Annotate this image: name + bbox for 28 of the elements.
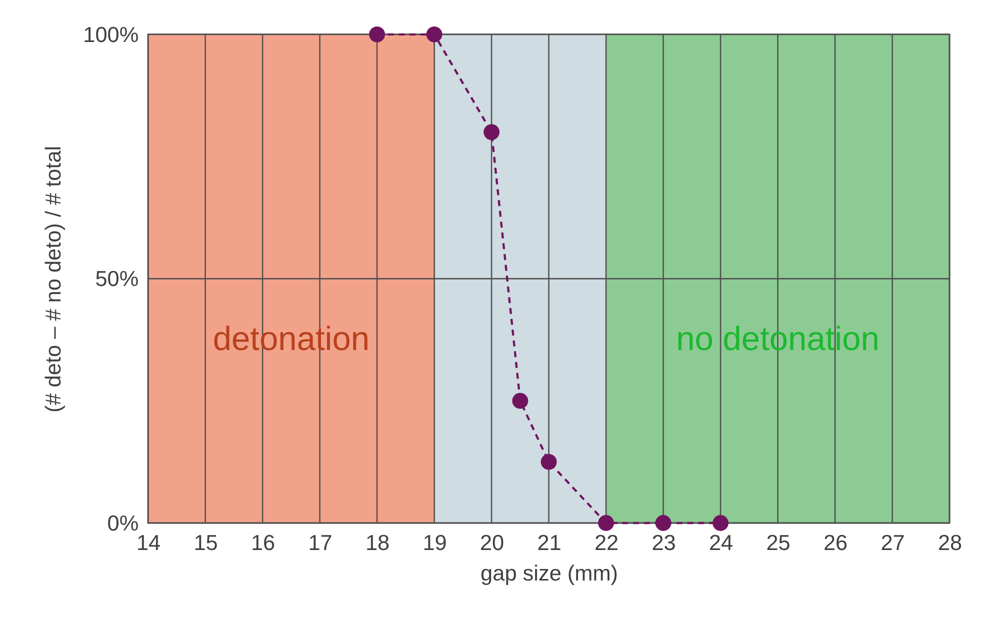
y-tick-label: 50%: [95, 266, 139, 292]
point: [369, 26, 386, 42]
point: [512, 392, 528, 409]
x-tick-label: 27: [880, 530, 905, 556]
x-tick-label: 22: [594, 530, 619, 556]
point: [712, 515, 728, 531]
point: [426, 26, 442, 42]
y-tick-label: 0%: [107, 510, 139, 536]
x-tick-label: 18: [365, 530, 390, 556]
x-tick-label: 16: [250, 530, 276, 556]
x-tick-label: 15: [194, 530, 218, 556]
x-tick-label: 24: [708, 530, 734, 556]
x-axis-title: gap size (mm): [480, 560, 618, 586]
x-tick-label: 20: [480, 530, 504, 556]
x-tick-label: 26: [823, 530, 848, 556]
x-tick-label: 25: [766, 530, 790, 556]
point: [655, 515, 672, 531]
x-tick-label: 23: [652, 530, 676, 556]
point: [598, 515, 614, 531]
y-tick-label: 100%: [83, 22, 139, 47]
point: [540, 454, 557, 470]
x-tick-label: 28: [938, 530, 962, 556]
x-tick-label: 19: [422, 530, 447, 556]
x-tick-label: 21: [537, 530, 562, 556]
x-tick-label: 17: [308, 530, 332, 556]
x-tick-label: 14: [136, 530, 161, 556]
point: [484, 124, 500, 140]
y-axis-title: (# deto – # no deto) / # total: [40, 146, 66, 413]
